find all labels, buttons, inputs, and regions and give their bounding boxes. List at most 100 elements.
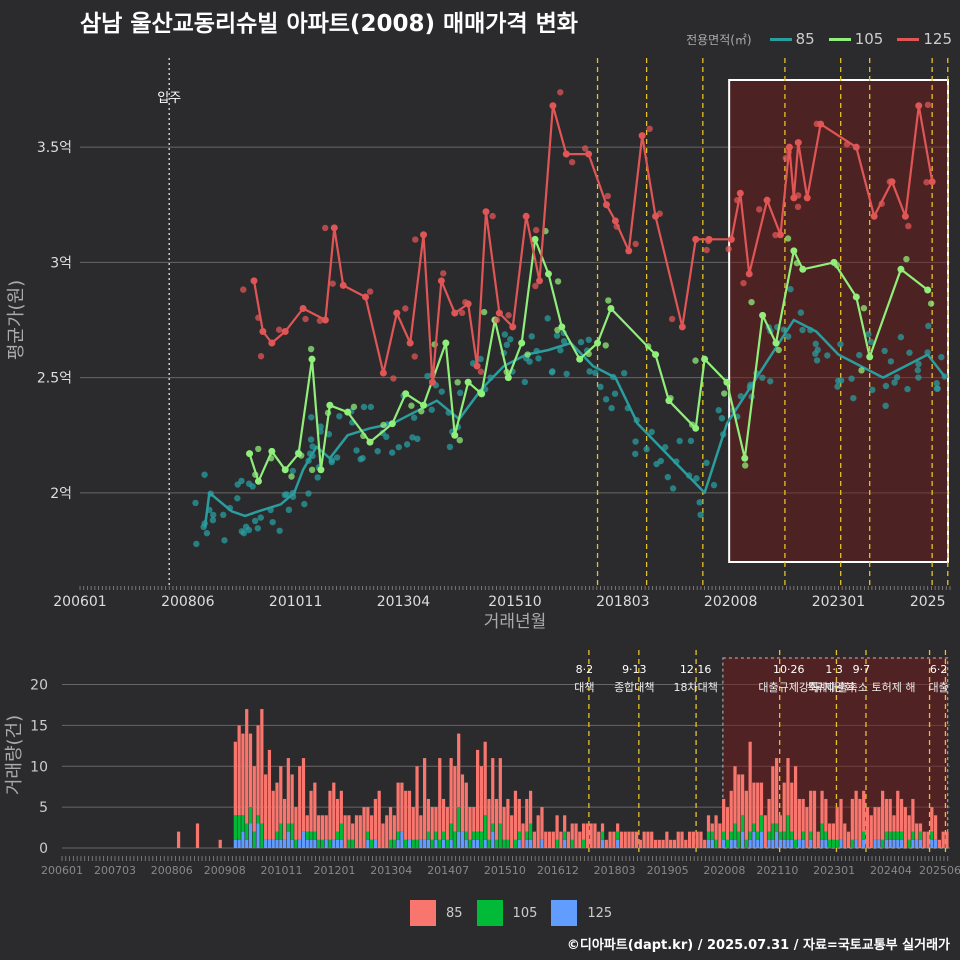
point-85-7-3	[309, 443, 316, 450]
bar-52-0	[419, 839, 423, 848]
bar-134-0	[729, 839, 733, 848]
marker-105-16	[478, 390, 486, 398]
marker-125-17	[473, 362, 481, 370]
bar-109-2	[634, 831, 639, 848]
point-85-8-0	[314, 474, 321, 481]
bar-y-tick-label-2: 10	[30, 759, 48, 775]
bar-69-1	[483, 815, 487, 840]
bar-17-0	[286, 831, 290, 848]
marker-125-35	[736, 189, 744, 197]
bar-57-1	[438, 839, 442, 848]
bar-57-2	[438, 758, 442, 840]
bar-24-0	[313, 839, 317, 848]
x-tick-label-8: 2025	[910, 594, 946, 610]
bar-124-2	[691, 831, 695, 848]
bar-159-0	[824, 839, 828, 848]
bar-138-2	[744, 790, 748, 840]
bar-60-1	[449, 823, 453, 840]
point-85-13-1	[414, 435, 421, 443]
point-85-35-4	[893, 374, 901, 381]
marker-125-36	[745, 270, 753, 278]
point-85-4-4	[257, 514, 264, 521]
bar-137-2	[740, 774, 745, 816]
marker-125-47	[901, 212, 909, 220]
point-85-33-2	[867, 338, 875, 346]
marker-125-9	[379, 369, 387, 377]
bar-94-2	[578, 831, 582, 848]
bar-101-2	[604, 839, 608, 848]
bar-81-2	[528, 790, 533, 824]
point-85-0-4	[203, 529, 211, 537]
point-85-23-2	[643, 445, 650, 453]
point-105-39-0	[903, 255, 910, 263]
bar-x-tick-label-3: 200908	[204, 864, 246, 877]
bar-50-2	[411, 807, 415, 840]
bar-34-2	[351, 823, 355, 840]
point-85-34-4	[882, 382, 890, 390]
point-105-6-0	[308, 466, 316, 474]
bar-61-1	[453, 831, 457, 848]
bar-190-2	[941, 831, 945, 848]
bar-13-0	[271, 839, 275, 848]
marker-105-0	[246, 450, 254, 458]
point-85-22-4	[608, 404, 615, 412]
bar-legend-item-105[interactable]: 105	[476, 900, 537, 926]
bar-3-0	[233, 839, 237, 848]
marker-125-26	[602, 201, 610, 209]
bar-159-2	[824, 798, 828, 832]
bar-29-2	[332, 782, 336, 840]
bar-40-0	[373, 839, 378, 848]
point-125-20-0	[505, 312, 512, 319]
bar-88-1	[555, 839, 559, 848]
marker-125-23	[549, 102, 557, 110]
point-85-4-2	[249, 483, 256, 490]
policy-date-4: 1·3	[825, 663, 843, 676]
bar-53-0	[423, 839, 427, 848]
bar-22-2	[305, 815, 309, 832]
bar-153-1	[801, 831, 805, 840]
point-105-25-0	[605, 297, 612, 304]
bar-2-2	[218, 839, 222, 848]
marker-125-19	[495, 309, 503, 317]
bar-legend-item-85[interactable]: 85	[410, 900, 463, 926]
bar-78-2	[517, 798, 521, 832]
bar-169-1	[862, 831, 866, 840]
bar-167-0	[854, 839, 858, 848]
legend-item-105[interactable]: 105	[828, 30, 884, 48]
bar-40-2	[373, 798, 378, 840]
point-85-7-0	[305, 490, 312, 497]
legend-item-85[interactable]: 85	[769, 30, 815, 48]
bar-18-1	[290, 823, 294, 840]
legend-item-125[interactable]: 125	[897, 30, 952, 48]
bar-39-1	[370, 839, 374, 848]
bar-x-tick-label-10: 201803	[594, 864, 636, 877]
bar-182-0	[911, 839, 915, 848]
bar-162-1	[835, 839, 839, 848]
bar-7-1	[248, 807, 253, 824]
point-85-34-0	[887, 358, 895, 365]
point-85-5-4	[281, 491, 289, 499]
bar-65-2	[468, 807, 472, 840]
bar-70-1	[487, 839, 491, 848]
point-85-0-1	[193, 540, 200, 548]
bar-x-tick-label-16: 202506	[919, 864, 960, 877]
point-125-7-0	[329, 280, 336, 287]
marker-105-19	[518, 339, 526, 347]
legend-label-105: 105	[854, 30, 884, 48]
bar-150-0	[790, 839, 794, 848]
point-105-40-0	[927, 300, 935, 307]
bar-150-1	[790, 831, 794, 840]
bar-168-2	[858, 798, 862, 848]
point-85-12-4	[395, 443, 402, 451]
bar-49-0	[407, 839, 412, 848]
bar-legend-item-125[interactable]: 125	[551, 900, 612, 926]
point-85-5-1	[269, 518, 276, 526]
line-legend: 전용면적(㎡) 85 105 125	[686, 30, 952, 48]
bar-78-1	[517, 831, 521, 840]
bar-47-0	[400, 831, 404, 848]
policy-date-6: 6·2	[930, 663, 948, 676]
bar-153-0	[801, 839, 805, 848]
policy-date-3: 10·26	[773, 663, 805, 676]
bar-39-2	[370, 815, 374, 840]
bar-27-2	[324, 815, 328, 840]
